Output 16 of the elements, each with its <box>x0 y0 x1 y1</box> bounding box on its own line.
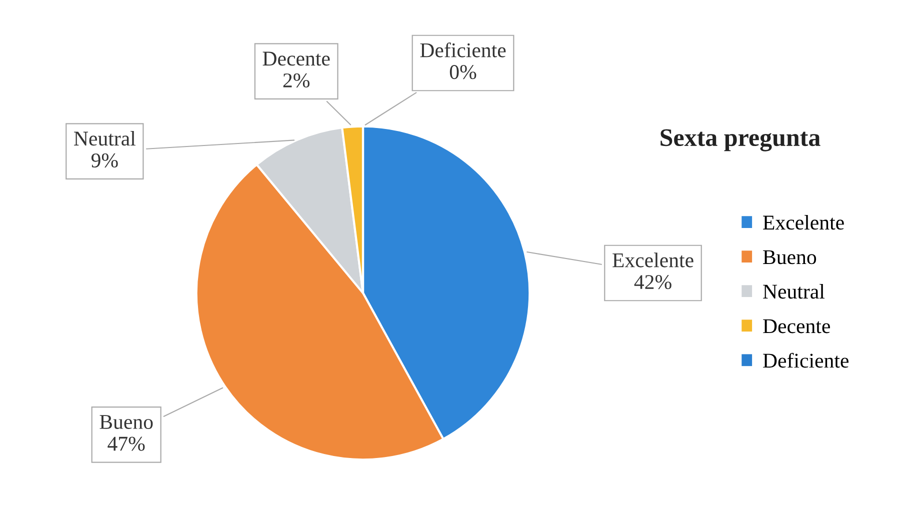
slice-label: Decente <box>262 52 330 66</box>
legend-label: Excelente <box>763 214 844 230</box>
data-label: 47% <box>108 436 145 451</box>
data-label: 42% <box>634 275 672 290</box>
slice-label: Bueno <box>100 415 153 429</box>
legend-label: Decente <box>763 319 830 334</box>
text: Sexta pregunta <box>660 129 820 152</box>
data-label: 9% <box>91 153 118 168</box>
legend-label: Neutral <box>763 284 825 299</box>
data-label: 2% <box>283 73 310 88</box>
legend-label: Bueno <box>763 250 816 264</box>
slice-label: Neutral <box>74 130 136 146</box>
slice-label: Excelente <box>612 252 694 268</box>
category-label: Deficiente <box>420 42 506 58</box>
text: 0% <box>450 65 476 80</box>
legend-label: Deficiente <box>763 352 849 368</box>
